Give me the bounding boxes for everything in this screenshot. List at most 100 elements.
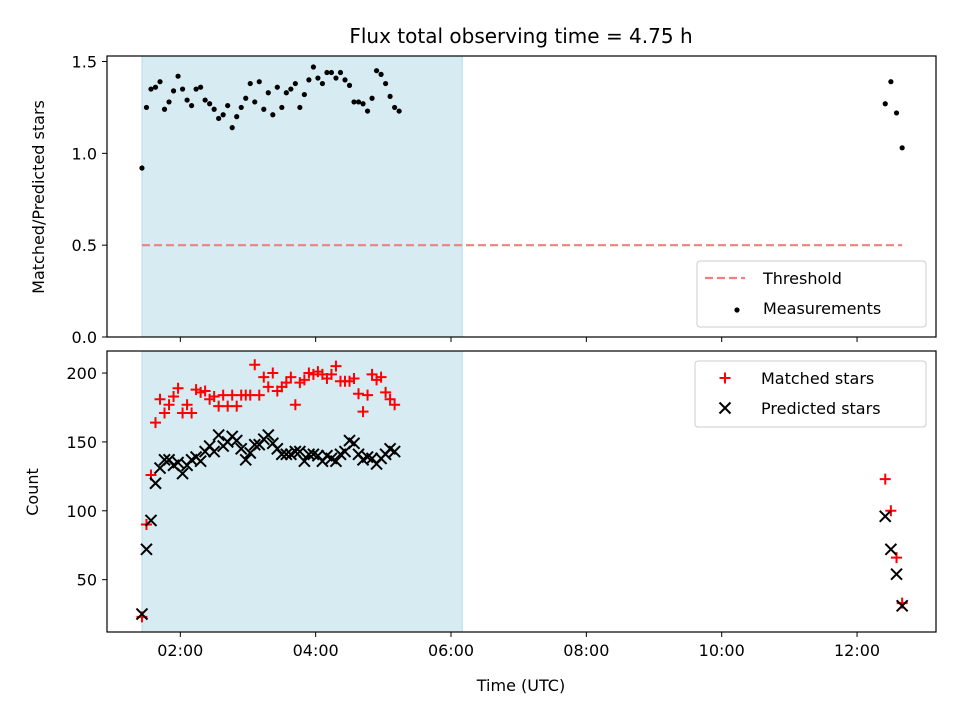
x-tick-label: 06:00 [428, 641, 474, 660]
predicted-star-marker [239, 453, 252, 467]
legend-matched-swatch [719, 372, 731, 384]
bottom-legend-label: Predicted stars [761, 399, 881, 418]
measurement-point [328, 69, 335, 76]
measurement-point [283, 90, 289, 96]
measurement-point [893, 110, 900, 116]
measurement-point [216, 115, 222, 122]
predicted-star-marker [293, 445, 307, 458]
predicted-star-marker [144, 514, 158, 527]
bottom-panel: 02:00 04:00 06:00 08:00 10:00 12:00 50 100 150 20… [23, 350, 937, 695]
measurement-point [333, 75, 339, 81]
bottom-axes-frame [106, 350, 937, 633]
predicted-star-marker [298, 454, 311, 468]
top-legend: Threshold Measurements [696, 260, 927, 328]
measurement-point [211, 106, 217, 112]
measurement-point [301, 91, 307, 98]
matched-star-marker [149, 417, 161, 429]
matched-star-marker [366, 368, 378, 380]
matched-star-marker [389, 399, 401, 411]
top-legend-label: Threshold [762, 269, 842, 288]
x-tick-label: 08:00 [563, 641, 609, 660]
bottom-y-tick-label: 150 [66, 433, 97, 452]
measurement-point [306, 77, 312, 83]
measurement-point [247, 80, 253, 87]
matched-star-marker [163, 399, 175, 411]
measurement-point [378, 71, 384, 77]
bottom-legend-box [694, 360, 927, 428]
chart-title: Flux total observing time = 4.75 h [349, 24, 692, 48]
measurement-point [382, 80, 389, 87]
measurement-point [170, 88, 177, 94]
matched-star-marker [362, 389, 374, 401]
measurement-point [292, 80, 298, 87]
bottom-shaded-span [141, 350, 463, 633]
measurement-point [315, 75, 321, 81]
measurement-point [252, 99, 258, 105]
measurement-point [261, 106, 267, 112]
matched-star-marker [231, 400, 243, 412]
predicted-star-marker [388, 445, 401, 458]
predicted-star-marker [235, 442, 248, 456]
predicted-star-marker [207, 445, 221, 458]
measurement-point [256, 79, 262, 85]
top-panel: 0.0 0.5 1.0 1.5 Matched/Predicted stars Thr… [29, 53, 937, 347]
predicted-star-marker [275, 448, 289, 461]
top-measurements-layer [139, 64, 905, 171]
matched-star-marker [357, 406, 369, 418]
predicted-star-marker [248, 438, 261, 451]
measurement-point [157, 79, 163, 85]
bottom-observing-span [141, 350, 463, 633]
matched-star-marker [267, 367, 279, 379]
matched-star-marker [258, 371, 270, 383]
measurement-point [193, 86, 199, 92]
measurement-point [396, 108, 402, 114]
measurement-point [148, 86, 154, 92]
predicted-star-marker [307, 448, 320, 461]
predicted-star-marker [140, 543, 153, 556]
x-tick-label: 04:00 [293, 641, 339, 660]
predicted-star-marker [361, 450, 374, 464]
measurement-point [351, 99, 357, 105]
measurement-point [202, 97, 208, 103]
measurement-point [229, 125, 235, 131]
measurement-point [882, 101, 888, 107]
predicted-star-marker [135, 607, 149, 621]
measurement-point [184, 97, 190, 103]
matched-star-marker [168, 390, 180, 402]
top-observing-span [141, 55, 463, 338]
x-tick-label: 10:00 [699, 641, 745, 660]
matched-star-marker [384, 393, 396, 405]
predicted-star-marker [262, 428, 275, 442]
measurement-point [346, 82, 353, 88]
measurement-point [220, 112, 226, 118]
top-legend-box [696, 260, 927, 328]
matched-star-marker [885, 505, 897, 517]
measurement-point [243, 95, 249, 101]
top-legend-label: Measurements [763, 299, 881, 318]
measurement-point [342, 77, 348, 83]
predicted-star-marker [890, 567, 903, 581]
measurement-point [392, 104, 398, 111]
bottom-y-tick-label: 100 [66, 502, 97, 521]
bottom-y-tick-label: 200 [66, 364, 97, 383]
predicted-star-marker [329, 454, 343, 468]
predicted-star-marker [171, 456, 185, 469]
measurement-point [373, 68, 380, 74]
matched-star-marker [280, 377, 292, 389]
bottom-markers-layer [135, 359, 909, 623]
matched-star-marker [186, 407, 198, 419]
matched-star-marker [181, 399, 193, 411]
predicted-star-marker [289, 445, 302, 458]
bottom-y-tick-label: 50 [77, 571, 97, 590]
matched-star-marker [154, 393, 166, 405]
measurement-point [143, 104, 150, 111]
matched-star-marker [348, 373, 360, 385]
measurement-point [319, 80, 326, 87]
predicted-star-marker [879, 510, 892, 523]
x-tick-label: 02:00 [157, 641, 203, 660]
measurement-point [364, 108, 371, 114]
measurement-point [387, 93, 393, 100]
predicted-star-marker [149, 477, 162, 490]
bottom-legend: Matched stars Predicted stars [694, 360, 927, 428]
top-y-tick-label: 0.5 [72, 236, 97, 255]
